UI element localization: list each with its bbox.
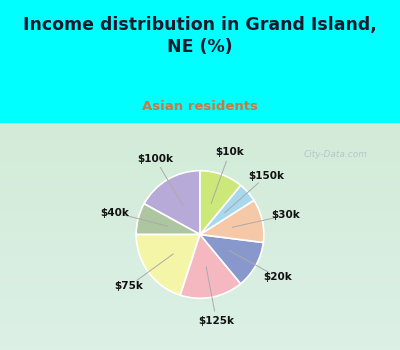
Bar [0, 293, 400, 297]
Bar [0, 229, 400, 232]
Wedge shape [200, 234, 263, 284]
Bar [0, 176, 400, 179]
Wedge shape [144, 171, 200, 234]
Bar [0, 327, 400, 331]
Bar [0, 316, 400, 320]
Text: City-Data.com: City-Data.com [304, 150, 368, 159]
Bar [0, 331, 400, 335]
Bar [0, 183, 400, 187]
Text: $40k: $40k [100, 208, 129, 218]
Bar [0, 282, 400, 286]
Text: $75k: $75k [114, 281, 143, 291]
Text: $20k: $20k [263, 272, 292, 282]
Bar [0, 339, 400, 342]
Bar [0, 278, 400, 282]
Bar [0, 187, 400, 191]
Bar [0, 149, 400, 153]
Bar [0, 259, 400, 263]
Bar [0, 232, 400, 236]
Bar [0, 342, 400, 346]
Bar [0, 244, 400, 248]
Bar [0, 335, 400, 339]
Wedge shape [200, 171, 241, 234]
Bar [0, 156, 400, 160]
Text: Income distribution in Grand Island,
NE (%): Income distribution in Grand Island, NE … [23, 16, 377, 56]
Text: $10k: $10k [216, 147, 244, 157]
Bar [0, 198, 400, 202]
Bar [0, 236, 400, 240]
Bar [0, 240, 400, 244]
Bar [0, 251, 400, 255]
Text: $100k: $100k [137, 154, 173, 164]
Bar [0, 122, 400, 126]
Wedge shape [200, 200, 264, 243]
Text: $125k: $125k [198, 316, 234, 326]
Bar [0, 130, 400, 134]
Bar [0, 172, 400, 176]
Bar [0, 248, 400, 251]
Bar [0, 297, 400, 301]
Bar [0, 217, 400, 221]
Text: $30k: $30k [272, 210, 300, 220]
Text: Asian residents: Asian residents [142, 100, 258, 113]
Bar [0, 126, 400, 130]
Text: $150k: $150k [248, 171, 284, 181]
Bar [0, 270, 400, 274]
Bar [0, 191, 400, 195]
Bar [0, 274, 400, 278]
Bar [0, 145, 400, 149]
Bar [0, 346, 400, 350]
Bar [0, 160, 400, 164]
Bar [0, 138, 400, 141]
Bar [0, 301, 400, 304]
Bar [0, 312, 400, 316]
Bar [0, 195, 400, 198]
Bar [0, 225, 400, 229]
Bar [0, 164, 400, 168]
Bar [0, 202, 400, 206]
Bar [0, 210, 400, 214]
Bar [0, 304, 400, 308]
Bar [0, 214, 400, 217]
Bar [0, 221, 400, 225]
Bar [0, 141, 400, 145]
Wedge shape [136, 234, 200, 295]
Wedge shape [180, 234, 241, 298]
Bar [0, 255, 400, 259]
Bar [0, 153, 400, 157]
Bar [0, 134, 400, 138]
Bar [0, 308, 400, 312]
Bar [0, 286, 400, 289]
Bar [0, 179, 400, 183]
Bar [0, 168, 400, 172]
Wedge shape [136, 204, 200, 234]
Bar [0, 323, 400, 327]
Bar [0, 289, 400, 293]
Bar [0, 267, 400, 270]
Wedge shape [200, 185, 254, 234]
Bar [0, 320, 400, 323]
Bar [0, 263, 400, 267]
Bar [0, 206, 400, 210]
